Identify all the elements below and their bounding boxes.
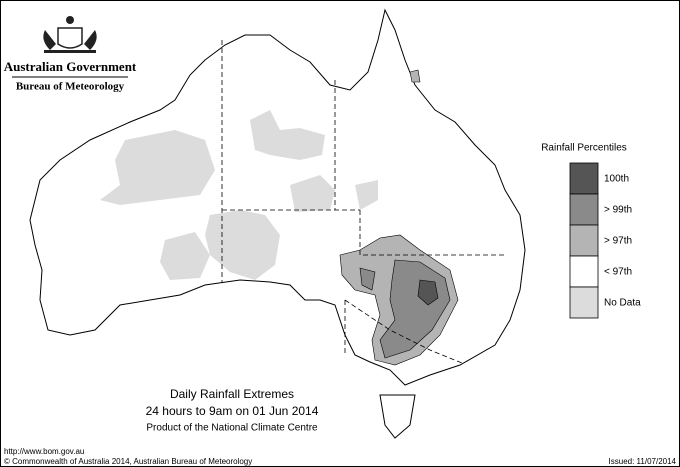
caption-credit: Product of the National Climate Centre <box>146 423 318 434</box>
legend-swatch <box>569 162 599 195</box>
caption-title: Daily Rainfall Extremes <box>170 387 294 401</box>
legend-title: Rainfall Percentiles <box>541 143 627 154</box>
agency-name: Bureau of Meteorology <box>16 81 125 93</box>
legend-swatch <box>569 286 599 319</box>
legend-label: No Data <box>604 298 641 309</box>
tasmania <box>379 394 416 439</box>
legend-label: 100th <box>604 174 629 185</box>
rain-97-qld <box>409 69 421 83</box>
footer-copyright: © Commonwealth of Australia 2014, Austra… <box>4 457 252 466</box>
legend: Rainfall Percentiles 100th > 99th > 97th < … <box>541 143 641 319</box>
footer-url: http://www.bom.gov.au <box>4 447 84 456</box>
legend-label: < 97th <box>604 267 632 278</box>
rain-100 <box>417 279 439 306</box>
government-name: Australian Government <box>4 59 137 74</box>
legend-label: > 97th <box>604 236 632 247</box>
legend-swatch <box>569 193 599 226</box>
no-data-areas <box>100 110 378 280</box>
state-borders <box>221 40 505 364</box>
legend-swatch <box>569 224 599 257</box>
crest <box>43 16 97 53</box>
legend-label: > 99th <box>604 205 632 216</box>
legend-swatch <box>569 255 599 288</box>
caption-period: 24 hours to 9am on 01 Jun 2014 <box>146 404 319 418</box>
footer-issued: Issued: 11/07/2014 <box>609 457 677 466</box>
